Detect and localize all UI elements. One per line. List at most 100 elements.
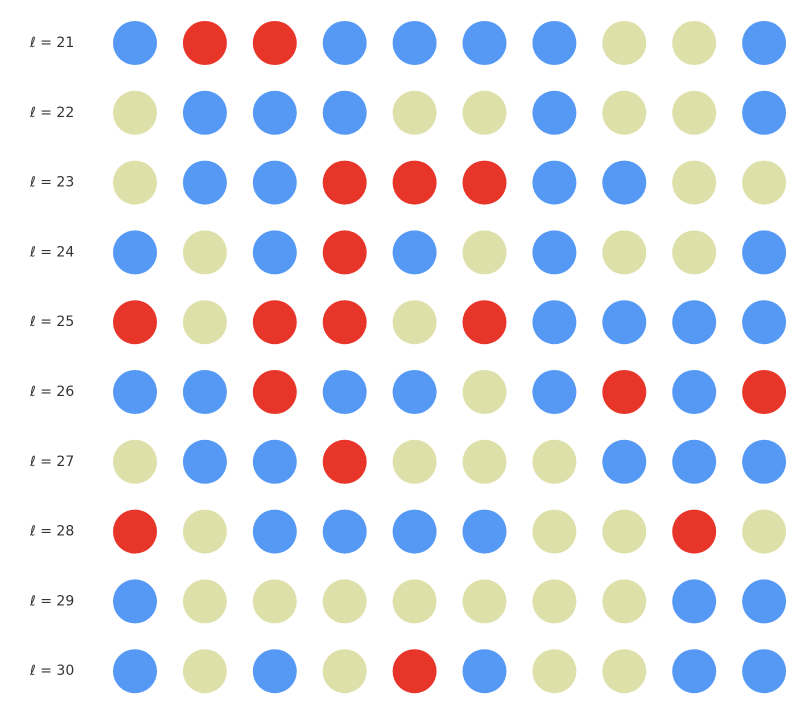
grid-dot — [672, 230, 717, 275]
grid-dot — [392, 509, 437, 554]
grid-dot — [742, 300, 787, 345]
grid-dot — [113, 160, 157, 205]
grid-dot — [252, 90, 297, 135]
grid-dot — [532, 509, 577, 554]
grid-dot — [392, 649, 437, 694]
grid-dot — [602, 90, 647, 135]
grid-dot — [252, 579, 297, 624]
grid-dot — [322, 90, 367, 135]
grid-dot — [462, 509, 507, 554]
grid-dot — [392, 21, 437, 65]
grid-dot — [392, 370, 437, 414]
grid-dot — [322, 649, 367, 694]
grid-dot — [742, 649, 787, 694]
grid-dot — [742, 90, 787, 135]
grid-dot — [113, 439, 157, 484]
grid-dot — [182, 649, 227, 694]
grid-dot — [462, 230, 507, 275]
grid-dot — [252, 649, 297, 694]
grid-dot — [182, 370, 227, 414]
grid-dot — [392, 160, 437, 205]
grid-dot — [252, 439, 297, 484]
grid-dot — [532, 439, 577, 484]
grid-dot — [322, 230, 367, 275]
grid-dot — [252, 230, 297, 275]
grid-dot — [532, 21, 577, 65]
row-label: ℓ = 30 — [29, 663, 74, 679]
row-label: ℓ = 23 — [29, 175, 74, 191]
row-labels: ℓ = 21 ℓ = 22 ℓ = 23 ℓ = 24 ℓ = 25 ℓ = 26 ℓ = … — [29, 35, 74, 679]
grid-dot — [392, 439, 437, 484]
grid-dot — [532, 90, 577, 135]
grid-dot — [602, 579, 647, 624]
grid-dot — [672, 649, 717, 694]
grid-dot — [182, 509, 227, 554]
grid-dot — [182, 300, 227, 345]
grid-dot — [742, 160, 787, 205]
grid-dot — [672, 300, 717, 345]
grid-dot — [602, 509, 647, 554]
grid-dot — [532, 579, 577, 624]
grid-dot — [672, 90, 717, 135]
grid-dot — [532, 370, 577, 414]
grid-dot — [322, 579, 367, 624]
grid-dot — [113, 21, 157, 65]
grid-dot — [322, 21, 367, 65]
grid-dot — [322, 160, 367, 205]
grid-dot — [602, 439, 647, 484]
grid-dot — [252, 160, 297, 205]
row-label: ℓ = 21 — [29, 35, 74, 51]
row-label: ℓ = 22 — [29, 105, 74, 121]
grid-dot — [392, 230, 437, 275]
grid-dot — [532, 649, 577, 694]
grid-dot — [532, 160, 577, 205]
row-label: ℓ = 26 — [29, 384, 74, 400]
grid-dot — [182, 230, 227, 275]
row-label: ℓ = 25 — [29, 314, 74, 330]
grid-dot — [322, 370, 367, 414]
grid-dot — [462, 439, 507, 484]
grid-dot — [113, 509, 157, 554]
grid-dot — [182, 90, 227, 135]
grid-dot — [252, 370, 297, 414]
grid-dot — [322, 509, 367, 554]
grid-dot — [113, 370, 157, 414]
row-label: ℓ = 24 — [29, 244, 74, 260]
dot-grid — [113, 21, 787, 694]
row-label: ℓ = 29 — [29, 593, 74, 609]
grid-dot — [252, 300, 297, 345]
grid-dot — [462, 300, 507, 345]
grid-dot — [392, 90, 437, 135]
grid-dot — [392, 579, 437, 624]
grid-dot — [252, 509, 297, 554]
grid-dot — [602, 370, 647, 414]
grid-dot — [602, 649, 647, 694]
grid-dot — [602, 300, 647, 345]
grid-dot — [392, 300, 437, 345]
grid-dot — [113, 649, 157, 694]
grid-dot — [742, 439, 787, 484]
grid-dot — [182, 439, 227, 484]
grid-dot — [672, 439, 717, 484]
grid-dot — [462, 90, 507, 135]
grid-dot — [742, 21, 787, 65]
grid-dot — [462, 579, 507, 624]
grid-dot — [602, 21, 647, 65]
grid-dot — [742, 370, 787, 414]
grid-dot — [322, 439, 367, 484]
grid-dot — [113, 230, 157, 275]
grid-dot — [182, 21, 227, 65]
grid-dot — [672, 21, 717, 65]
grid-dot — [462, 649, 507, 694]
grid-dot — [742, 230, 787, 275]
grid-dot — [532, 300, 577, 345]
grid-dot — [462, 370, 507, 414]
row-label: ℓ = 28 — [29, 524, 74, 540]
grid-dot — [672, 370, 717, 414]
grid-dot — [462, 160, 507, 205]
grid-dot — [182, 579, 227, 624]
grid-dot — [113, 90, 157, 135]
grid-dot — [672, 509, 717, 554]
grid-dot — [602, 160, 647, 205]
